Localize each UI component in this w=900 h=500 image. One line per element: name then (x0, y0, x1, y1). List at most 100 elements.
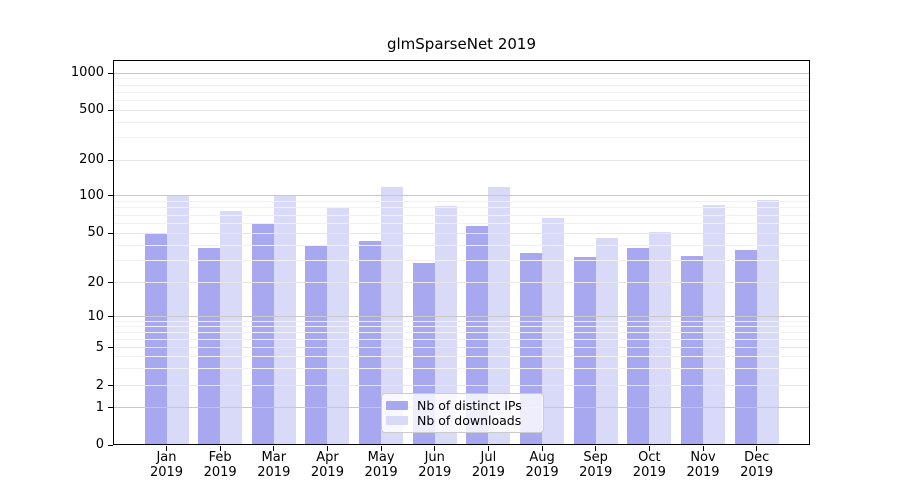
y-tick-label: 50 (87, 225, 104, 241)
x-tick-label: Jan 2019 (135, 450, 199, 480)
gridline (114, 137, 809, 139)
x-tick-mark (219, 446, 221, 451)
y-tick-label: 1000 (70, 65, 104, 81)
x-tick-label: Sep 2019 (564, 450, 628, 480)
gridline (114, 244, 809, 246)
y-tick-mark (108, 195, 113, 197)
x-tick-mark (541, 446, 543, 451)
legend-label-downloads: Nb of downloads (417, 413, 522, 428)
x-tick-label: Feb 2019 (188, 450, 252, 480)
plot-area (113, 60, 810, 445)
bar-distinct-ips (305, 245, 328, 444)
x-tick-label-year: 2019 (525, 465, 559, 480)
x-tick-label: Jul 2019 (456, 450, 520, 480)
y-tick-mark (108, 444, 113, 446)
bar-distinct-ips (359, 241, 382, 444)
x-tick-label-month: Oct (638, 450, 661, 465)
gridline (114, 121, 809, 123)
bar-distinct-ips (627, 248, 650, 444)
x-tick-label-month: Sep (583, 450, 608, 465)
gridline (114, 368, 809, 370)
x-tick-label: Aug 2019 (510, 450, 574, 480)
x-tick-label: Mar 2019 (242, 450, 306, 480)
x-tick-mark (326, 446, 328, 451)
x-tick-mark (166, 446, 167, 451)
gridline (114, 260, 809, 262)
gridline (114, 99, 809, 101)
gridline (114, 316, 809, 318)
bar-downloads (649, 232, 672, 444)
legend-swatch-distinct-ips-icon (386, 401, 408, 410)
gridline (114, 159, 809, 161)
x-tick-label: Oct 2019 (617, 450, 681, 480)
x-tick-mark (756, 446, 758, 451)
x-tick-label-month: Apr (316, 450, 339, 465)
bar-distinct-ips (198, 248, 221, 444)
x-tick-label-year: 2019 (364, 465, 398, 480)
x-tick-label: Apr 2019 (295, 450, 359, 480)
x-tick-label-year: 2019 (686, 465, 720, 480)
bar-downloads (488, 187, 511, 444)
bar-distinct-ips (734, 249, 757, 444)
gridline (114, 195, 809, 197)
bar-downloads (703, 205, 725, 444)
x-tick-label-year: 2019 (149, 465, 184, 480)
bar-distinct-ips (681, 255, 703, 444)
gridline (114, 222, 809, 224)
x-tick-label-month: Jun (424, 450, 445, 465)
y-tick-label: 2 (95, 377, 104, 393)
gridline (114, 214, 809, 216)
x-tick-label-month: Jan (156, 450, 177, 465)
y-tick-label: 500 (79, 102, 104, 117)
x-tick-mark (648, 446, 650, 451)
x-tick-mark (273, 446, 275, 451)
y-tick-label: 5 (95, 339, 104, 355)
gridline (114, 282, 809, 284)
gridline (114, 332, 809, 334)
y-tick-label: 100 (79, 187, 104, 203)
y-tick-label: 1 (95, 399, 104, 415)
x-tick-label-year: 2019 (632, 465, 666, 480)
x-tick-label-year: 2019 (579, 465, 613, 480)
x-tick-label-month: Nov (690, 450, 716, 465)
x-tick-label-year: 2019 (203, 465, 237, 480)
y-tick-label: 200 (79, 152, 104, 167)
y-tick-mark (108, 109, 113, 111)
bar-downloads (434, 205, 457, 444)
bar-distinct-ips (573, 257, 596, 444)
gridline (114, 385, 809, 387)
chart-title: glmSparseNet 2019 (386, 35, 537, 53)
y-tick-mark (108, 407, 113, 409)
x-tick-label-year: 2019 (471, 465, 505, 480)
x-tick-mark (380, 446, 382, 451)
x-tick-label: Dec 2019 (725, 450, 789, 480)
legend-swatch-downloads-icon (386, 416, 408, 425)
gridline (114, 91, 809, 93)
gridline (114, 72, 809, 74)
bar-distinct-ips (144, 233, 167, 444)
gridline (114, 84, 809, 86)
legend-label-distinct-ips: Nb of distinct IPs (417, 398, 522, 413)
y-tick-mark (108, 347, 113, 349)
x-tick-label-year: 2019 (310, 465, 344, 480)
gridline (114, 356, 809, 358)
x-tick-label-month: May (367, 450, 395, 465)
x-tick-label-month: Feb (208, 450, 232, 465)
y-tick-mark (108, 316, 113, 318)
grid-layer (114, 61, 809, 444)
gridline (114, 347, 809, 349)
y-tick-label: 0 (95, 437, 104, 452)
x-tick-label-year: 2019 (740, 465, 774, 480)
x-tick-label-month: Aug (529, 450, 555, 465)
bar-downloads (166, 195, 189, 444)
x-tick-label-month: Mar (261, 450, 287, 465)
x-tick-label-month: Dec (744, 450, 770, 465)
y-tick-mark (108, 282, 113, 284)
x-tick-mark (702, 446, 704, 451)
gridline (114, 339, 809, 341)
bar-downloads (595, 237, 618, 444)
x-tick-label: May 2019 (349, 450, 413, 480)
x-tick-label: Jun 2019 (403, 450, 467, 480)
y-tick-label: 10 (87, 308, 104, 324)
